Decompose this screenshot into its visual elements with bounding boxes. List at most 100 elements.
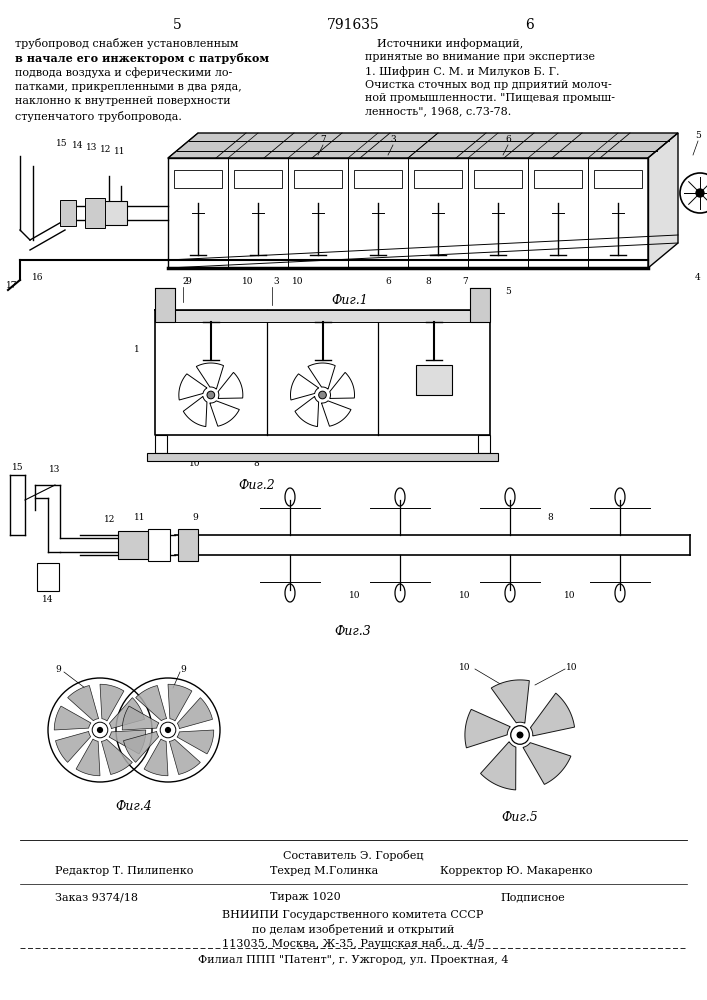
Text: 7: 7 xyxy=(462,277,468,286)
Circle shape xyxy=(207,391,215,399)
Text: 15: 15 xyxy=(56,138,68,147)
Polygon shape xyxy=(530,693,575,736)
Circle shape xyxy=(319,391,327,399)
Text: 11: 11 xyxy=(134,514,146,522)
Text: Фиг.1: Фиг.1 xyxy=(332,294,368,307)
Text: ной промышленности. "Пищевая промыш-: ной промышленности. "Пищевая промыш- xyxy=(365,93,615,103)
Bar xyxy=(155,435,167,453)
Text: по делам изобретений и открытий: по делам изобретений и открытий xyxy=(252,924,454,935)
Text: 791635: 791635 xyxy=(327,18,380,32)
Text: Источники информаций,: Источники информаций, xyxy=(377,38,523,49)
Bar xyxy=(294,170,342,188)
Bar xyxy=(60,200,76,226)
Polygon shape xyxy=(109,730,146,754)
Circle shape xyxy=(165,727,171,733)
Text: 5: 5 xyxy=(505,288,511,296)
Circle shape xyxy=(97,727,103,733)
Text: 16: 16 xyxy=(33,273,44,282)
Text: 5: 5 xyxy=(173,18,182,32)
Text: 11: 11 xyxy=(115,147,126,156)
Bar xyxy=(37,563,59,591)
Text: патками, прикрепленными в два ряда,: патками, прикрепленными в два ряда, xyxy=(15,82,242,92)
Text: 16: 16 xyxy=(49,585,61,594)
Text: трубопровод снабжен установленным: трубопровод снабжен установленным xyxy=(15,38,238,49)
Polygon shape xyxy=(177,730,214,754)
Text: 6: 6 xyxy=(385,277,391,286)
Text: 17: 17 xyxy=(6,282,18,290)
Text: Заказ 9374/18: Заказ 9374/18 xyxy=(55,892,138,902)
Polygon shape xyxy=(329,372,354,398)
Text: 14: 14 xyxy=(42,595,54,604)
Polygon shape xyxy=(170,739,200,774)
Polygon shape xyxy=(177,698,213,729)
Polygon shape xyxy=(124,731,158,762)
Polygon shape xyxy=(295,396,319,427)
Text: 8: 8 xyxy=(547,514,553,522)
Text: 9: 9 xyxy=(192,514,198,522)
Text: 1: 1 xyxy=(134,346,140,355)
Text: 15: 15 xyxy=(12,464,24,473)
Text: Редактор Т. Пилипенко: Редактор Т. Пилипенко xyxy=(55,866,194,876)
Text: 2: 2 xyxy=(182,277,188,286)
Text: Тираж 1020: Тираж 1020 xyxy=(270,892,341,902)
Bar xyxy=(118,531,148,559)
Bar xyxy=(470,288,490,322)
Text: 3: 3 xyxy=(390,135,396,144)
Bar xyxy=(155,310,490,322)
Text: 6: 6 xyxy=(505,135,511,144)
Text: Фиг.2: Фиг.2 xyxy=(238,479,275,492)
Polygon shape xyxy=(197,363,223,389)
Bar xyxy=(174,170,222,188)
Text: 1. Шифрин С. М. и Милуков Б. Г.: 1. Шифрин С. М. и Милуков Б. Г. xyxy=(365,66,559,77)
Polygon shape xyxy=(322,401,351,426)
Bar xyxy=(103,201,127,225)
Polygon shape xyxy=(465,709,510,748)
Polygon shape xyxy=(168,684,192,721)
Circle shape xyxy=(510,726,530,744)
Text: Фиг.5: Фиг.5 xyxy=(502,811,538,824)
Polygon shape xyxy=(122,706,159,730)
Bar xyxy=(147,453,498,461)
Polygon shape xyxy=(144,739,168,776)
Bar xyxy=(354,170,402,188)
Bar xyxy=(534,170,582,188)
Text: ленность", 1968, с.73-78.: ленность", 1968, с.73-78. xyxy=(365,106,511,116)
Bar xyxy=(414,170,462,188)
Text: Филиал ППП "Патент", г. Ужгород, ул. Проектная, 4: Филиал ППП "Патент", г. Ужгород, ул. Про… xyxy=(198,955,508,965)
Polygon shape xyxy=(291,374,319,400)
Bar xyxy=(148,529,170,561)
Bar xyxy=(85,198,105,228)
Text: 5: 5 xyxy=(695,131,701,140)
Text: 12: 12 xyxy=(105,516,116,524)
Circle shape xyxy=(517,732,523,738)
Polygon shape xyxy=(56,731,90,762)
Polygon shape xyxy=(648,133,678,268)
Polygon shape xyxy=(491,680,530,723)
Circle shape xyxy=(92,722,107,738)
Text: 3: 3 xyxy=(274,277,279,286)
Polygon shape xyxy=(68,686,98,721)
Bar xyxy=(594,170,642,188)
Text: 13: 13 xyxy=(49,466,61,475)
Polygon shape xyxy=(179,374,207,400)
Text: 10: 10 xyxy=(566,662,578,672)
Polygon shape xyxy=(523,743,571,784)
Text: 10: 10 xyxy=(243,277,254,286)
Text: Фиг.3: Фиг.3 xyxy=(334,625,371,638)
Text: 9: 9 xyxy=(55,666,61,674)
Circle shape xyxy=(696,189,704,197)
Circle shape xyxy=(160,722,176,738)
Text: Фиг.4: Фиг.4 xyxy=(116,800,153,813)
Text: 10: 10 xyxy=(189,458,201,468)
Text: 10: 10 xyxy=(460,590,471,599)
Polygon shape xyxy=(100,684,124,721)
Polygon shape xyxy=(210,401,240,426)
Text: наклонно к внутренней поверхности: наклонно к внутренней поверхности xyxy=(15,96,230,106)
Text: 4: 4 xyxy=(695,273,701,282)
Polygon shape xyxy=(183,396,207,427)
Text: 9: 9 xyxy=(180,666,186,674)
Text: 10: 10 xyxy=(349,590,361,599)
Text: ступенчатого трубопровода.: ступенчатого трубопровода. xyxy=(15,110,182,121)
Polygon shape xyxy=(308,363,335,389)
Polygon shape xyxy=(110,698,144,729)
